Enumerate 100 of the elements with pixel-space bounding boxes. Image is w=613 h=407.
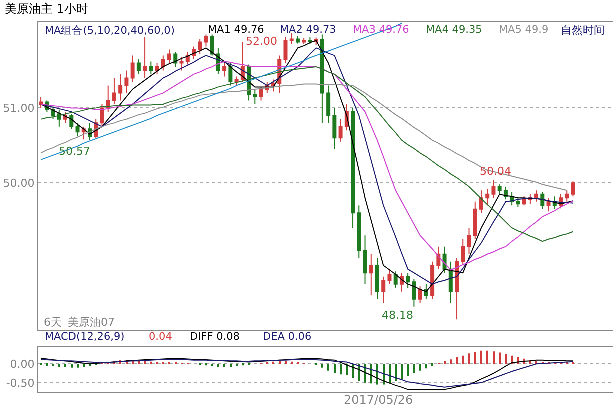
candlestick bbox=[412, 278, 416, 308]
candlestick bbox=[540, 192, 545, 210]
legend-title: MA组合(5,10,20,40,60,0) bbox=[45, 24, 175, 37]
candlestick bbox=[259, 86, 264, 102]
candlestick bbox=[332, 108, 337, 150]
bar bbox=[46, 363, 48, 366]
bar bbox=[456, 357, 458, 364]
bar bbox=[462, 356, 464, 364]
candlestick bbox=[161, 55, 166, 72]
bar bbox=[77, 364, 79, 368]
candlestick bbox=[326, 85, 331, 124]
candlestick bbox=[376, 258, 380, 300]
text: 2017/05/26 bbox=[344, 393, 414, 407]
candlestick bbox=[106, 85, 110, 112]
bar bbox=[425, 364, 428, 369]
y-tick-label: 50.00 bbox=[3, 177, 35, 190]
candlestick bbox=[180, 56, 184, 72]
bar bbox=[285, 361, 287, 364]
candlestick bbox=[284, 36, 288, 64]
candlestick bbox=[70, 114, 74, 130]
bar bbox=[474, 352, 476, 364]
bar bbox=[450, 360, 452, 364]
series-label: DIFF 0.08 bbox=[190, 331, 240, 343]
annotation: 52.00 bbox=[246, 35, 278, 48]
candlestick bbox=[168, 49, 172, 64]
bar bbox=[401, 364, 403, 380]
candlestick bbox=[418, 286, 422, 304]
candlestick bbox=[467, 228, 472, 255]
bar bbox=[413, 364, 415, 374]
bar bbox=[223, 364, 226, 368]
bar bbox=[486, 350, 488, 364]
candlestick bbox=[388, 268, 392, 285]
candlestick bbox=[363, 235, 368, 285]
annotation: 48.18 bbox=[382, 309, 414, 322]
bar bbox=[493, 352, 495, 364]
candlestick bbox=[57, 109, 62, 128]
text: MA4 49.35 bbox=[426, 24, 482, 36]
bar bbox=[480, 350, 482, 364]
candlestick bbox=[369, 254, 374, 296]
candlestick bbox=[498, 184, 502, 195]
candlestick bbox=[486, 188, 490, 206]
bar bbox=[419, 364, 421, 371]
bar bbox=[444, 361, 446, 364]
series-label: DEA 0.06 bbox=[263, 331, 312, 343]
y-tick-label: -0.50 bbox=[6, 376, 35, 390]
bar bbox=[505, 354, 507, 364]
candlestick bbox=[516, 198, 520, 208]
candlestick bbox=[234, 76, 239, 86]
bar bbox=[144, 361, 146, 364]
bar bbox=[64, 364, 66, 368]
candlestick bbox=[210, 34, 214, 56]
series-label: 0.04 bbox=[149, 331, 173, 343]
candlestick bbox=[136, 58, 141, 75]
bar bbox=[327, 364, 330, 371]
candlestick bbox=[100, 104, 104, 128]
candlestick bbox=[430, 261, 435, 300]
candlestick bbox=[442, 246, 447, 274]
bar bbox=[321, 364, 324, 368]
candlestick bbox=[406, 272, 410, 289]
bar bbox=[217, 364, 220, 368]
candlestick bbox=[155, 62, 160, 75]
candlestick bbox=[174, 51, 178, 68]
bar bbox=[499, 352, 501, 364]
bar bbox=[389, 364, 391, 384]
annotation: 6天 bbox=[44, 316, 62, 329]
bar bbox=[83, 364, 85, 368]
bar bbox=[334, 364, 336, 374]
candlestick bbox=[308, 36, 312, 45]
candlestick bbox=[571, 181, 576, 198]
candlestick bbox=[394, 271, 398, 289]
y-tick-label: 0.00 bbox=[10, 358, 35, 371]
candlestick bbox=[302, 38, 306, 45]
candlestick bbox=[112, 78, 116, 105]
candlestick bbox=[130, 55, 135, 82]
bar bbox=[346, 364, 348, 376]
candlestick bbox=[204, 34, 208, 48]
candlestick bbox=[461, 238, 466, 266]
series-label: MA2 49.73 bbox=[280, 24, 336, 36]
bar bbox=[71, 364, 73, 368]
candlestick bbox=[436, 246, 441, 270]
series-label: MA1 49.76 bbox=[208, 24, 265, 36]
candlestick bbox=[522, 196, 526, 206]
annotation: 美原油07 bbox=[68, 316, 115, 329]
bar bbox=[468, 354, 470, 364]
candlestick bbox=[534, 190, 539, 202]
candlestick bbox=[296, 36, 300, 44]
bar bbox=[340, 364, 342, 375]
candlestick bbox=[198, 38, 202, 55]
bar bbox=[431, 363, 434, 366]
candlestick bbox=[290, 32, 294, 45]
candlestick bbox=[382, 276, 386, 304]
candlestick bbox=[479, 190, 484, 214]
candlestick bbox=[39, 96, 44, 109]
bar bbox=[279, 361, 281, 364]
candlestick bbox=[357, 205, 362, 259]
legend-title: MACD(12,26,9) bbox=[45, 331, 125, 343]
candlestick bbox=[338, 118, 343, 142]
candlestick bbox=[118, 74, 123, 102]
candlestick bbox=[351, 108, 356, 229]
bar bbox=[242, 363, 244, 366]
